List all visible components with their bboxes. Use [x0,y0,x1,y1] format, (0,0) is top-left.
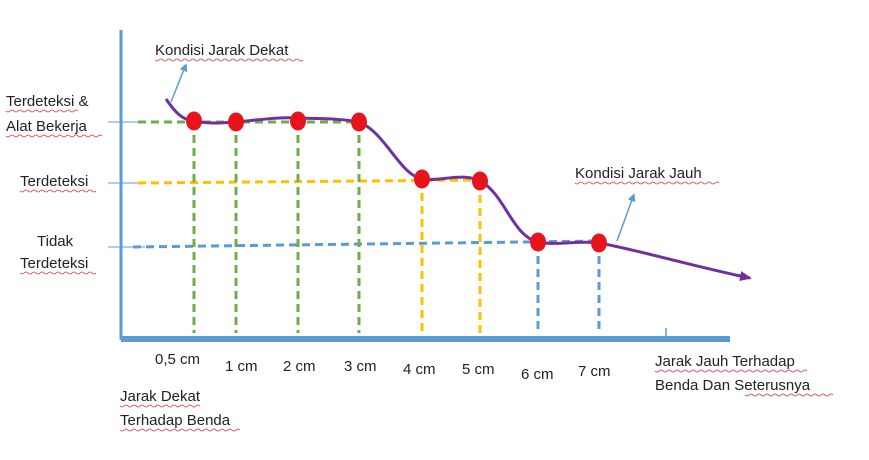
data-point-7cm [591,233,607,253]
data-point-6cm [530,232,546,252]
x-tick-label: 5 cm [462,361,495,378]
x-label-near-line1: Jarak Dekat [120,388,201,405]
data-point-0-5cm [186,111,202,131]
data-point-4cm [414,169,430,189]
data-point-1cm [228,112,244,132]
level-label-tidak-terdeteksi-line1: Tidak [37,233,74,250]
x-tick-label: 0,5 cm [155,351,200,368]
spellcheck-underline [574,181,720,185]
spellcheck-underline [154,58,304,62]
level-label-terdeteksi: Terdeteksi [20,173,88,190]
spellcheck-underline [119,404,201,408]
x-label-far-line2: Benda Dan Seterusnya [655,377,811,394]
level-label-terdeteksi-alat-bekerja-line1: Terdeteksi & [6,93,89,110]
spellcheck-underline [19,271,97,275]
level-label-terdeteksi-alat-bekerja-line2: Alat Bekerja [6,118,88,135]
x-tick-label: 4 cm [403,361,436,378]
x-tick-label: 7 cm [578,363,611,380]
x-label-far-line1: Jarak Jauh Terhadap [655,353,795,370]
response-curve [164,98,752,281]
data-point-5cm [472,171,488,191]
data-point-2cm [290,111,306,131]
far-annotation-arrow [616,193,636,242]
spellcheck-underline [119,428,241,432]
spellcheck-underline [744,393,834,397]
spellcheck-underline [19,189,97,193]
spellcheck-underline [654,369,808,373]
near-condition-label: Kondisi Jarak Dekat [155,42,289,59]
x-tick-label: 6 cm [521,366,554,383]
data-point-3cm [351,112,367,132]
spellcheck-underline [5,109,79,113]
spellcheck-underline [5,134,103,138]
near-annotation-arrow [170,63,188,103]
x-tick-label: 1 cm [225,358,258,375]
x-tick-label: 3 cm [344,358,377,375]
guide-blue-horizontal [132,239,601,249]
x-tick-label: 2 cm [283,358,316,375]
x-label-near-line2: Terhadap Benda [120,412,231,429]
far-condition-label: Kondisi Jarak Jauh [575,165,702,182]
guide-yellow-horizontal [137,178,481,185]
level-label-tidak-terdeteksi-line2: Terdeteksi [20,255,88,272]
